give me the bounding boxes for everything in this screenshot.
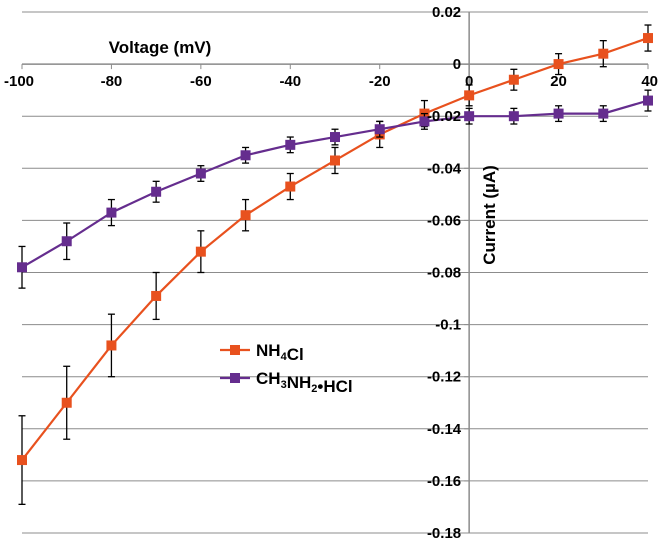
data-point [151, 186, 162, 197]
legend-marker [230, 345, 240, 355]
x-tick-label: -60 [190, 73, 212, 90]
y-tick-label: -0.14 [427, 421, 462, 438]
data-point [419, 116, 430, 127]
data-point [61, 236, 72, 247]
series-layer [17, 24, 653, 505]
legend-text: •HCl [317, 377, 352, 396]
legend-label: NH4Cl [256, 341, 304, 364]
data-point [508, 111, 519, 122]
data-point [151, 290, 162, 301]
legend-subscript: 3 [281, 379, 287, 391]
y-tick-label: 0 [453, 56, 461, 73]
x-tick-label: -80 [101, 73, 123, 90]
series-line [21, 99, 649, 269]
legend-text: Cl [287, 345, 304, 364]
data-point [240, 210, 251, 221]
legend-item-1: NH4Cl [220, 341, 304, 364]
data-point [598, 108, 609, 119]
x-tick-label: -20 [369, 73, 391, 90]
x-tick-label: -40 [279, 73, 301, 90]
legend-subscript: 2 [311, 383, 317, 395]
grid-lines [22, 11, 648, 534]
data-point [195, 246, 206, 257]
x-tick-label: 0 [465, 73, 473, 90]
series-2 [17, 89, 653, 289]
y-tick-label: -0.06 [427, 212, 461, 229]
data-point [106, 340, 117, 351]
data-point [17, 262, 27, 273]
data-point [464, 90, 475, 101]
x-tick-label: -100 [4, 73, 34, 90]
data-point [553, 108, 564, 119]
legend-text: NH [256, 341, 281, 360]
data-point [643, 95, 653, 106]
data-point [285, 181, 296, 192]
y-tick-label: -0.16 [427, 473, 461, 490]
x-tick-label: 40 [641, 73, 658, 90]
data-point [106, 207, 117, 218]
data-point [374, 124, 385, 135]
data-point [61, 397, 72, 408]
y-tick-label: -0.04 [427, 160, 462, 177]
y-tick-label: -0.12 [427, 369, 461, 386]
data-point [240, 150, 251, 161]
y-tick-label: -0.18 [427, 525, 461, 542]
y-tick-label: -0.08 [427, 265, 461, 282]
y-tick-label: -0.1 [435, 317, 461, 334]
x-tick-label: 20 [550, 73, 567, 90]
y-tick-label: -0.02 [427, 108, 461, 125]
legend-marker [230, 373, 240, 383]
legend-text: CH [256, 369, 281, 388]
legend-text: NH [287, 373, 312, 392]
data-point [464, 111, 475, 122]
data-point [508, 74, 519, 85]
data-point [285, 139, 296, 150]
data-point [598, 48, 609, 59]
series-line [21, 37, 649, 461]
data-point [330, 132, 340, 143]
legend-label: CH3NH2•HCl [256, 369, 353, 396]
data-point [643, 33, 653, 44]
series-1 [17, 24, 653, 505]
data-point [330, 155, 340, 166]
tick-labels: 0.02 0 -0.02 -0.04 -0.06 -0.08 -0.1 -0.12 -0.14 -… [4, 4, 658, 542]
data-point [17, 455, 27, 466]
y-axis-title: Current (µA) [480, 165, 499, 265]
y-tick-label: 0.02 [432, 4, 461, 21]
legend-subscript: 4 [281, 351, 288, 363]
data-point [553, 59, 564, 70]
x-axis-title: Voltage (mV) [109, 38, 212, 57]
data-point [195, 168, 206, 179]
legend-item-2: CH3NH2•HCl [220, 369, 353, 396]
